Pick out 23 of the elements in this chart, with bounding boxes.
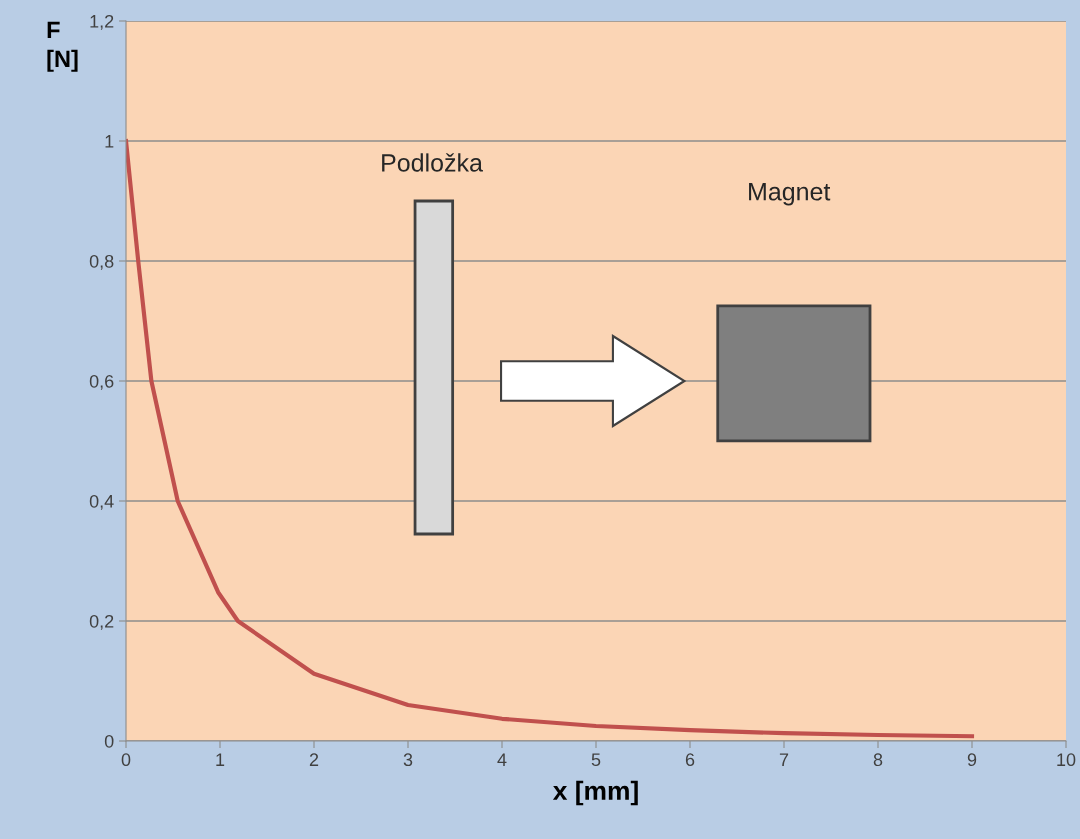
y-tick-label: 0	[104, 734, 114, 748]
y-tick-label: 0,8	[89, 254, 114, 270]
x-tick-label: 4	[497, 753, 507, 766]
x-tick-label: 0	[121, 753, 131, 767]
x-tick-label: 9	[967, 753, 977, 767]
y-tick-label: 1,2	[90, 14, 114, 30]
x-tick-label: 6	[685, 753, 695, 767]
y-tick-label: 0,4	[89, 494, 114, 510]
line-series	[126, 138, 975, 739]
x-tick-label: 3	[403, 753, 413, 767]
x-tick-label: 1	[216, 753, 225, 766]
x-tick-label: 2	[309, 753, 319, 766]
y-tick-label: 0,2	[89, 614, 114, 630]
y-axis-title: F [N]	[47, 21, 78, 72]
x-axis-title: x [mm]	[552, 780, 638, 806]
x-tick-label: 5	[591, 753, 601, 767]
annotation: Magnet	[749, 183, 831, 206]
y-tick-label: 1	[105, 135, 114, 148]
annotation: Podložka	[382, 153, 483, 172]
x-tick-label: 10	[1057, 753, 1076, 767]
x-tick-label: 8	[873, 753, 883, 767]
x-tick-label: 7	[779, 753, 789, 766]
y-tick-label: 0,6	[89, 374, 114, 390]
